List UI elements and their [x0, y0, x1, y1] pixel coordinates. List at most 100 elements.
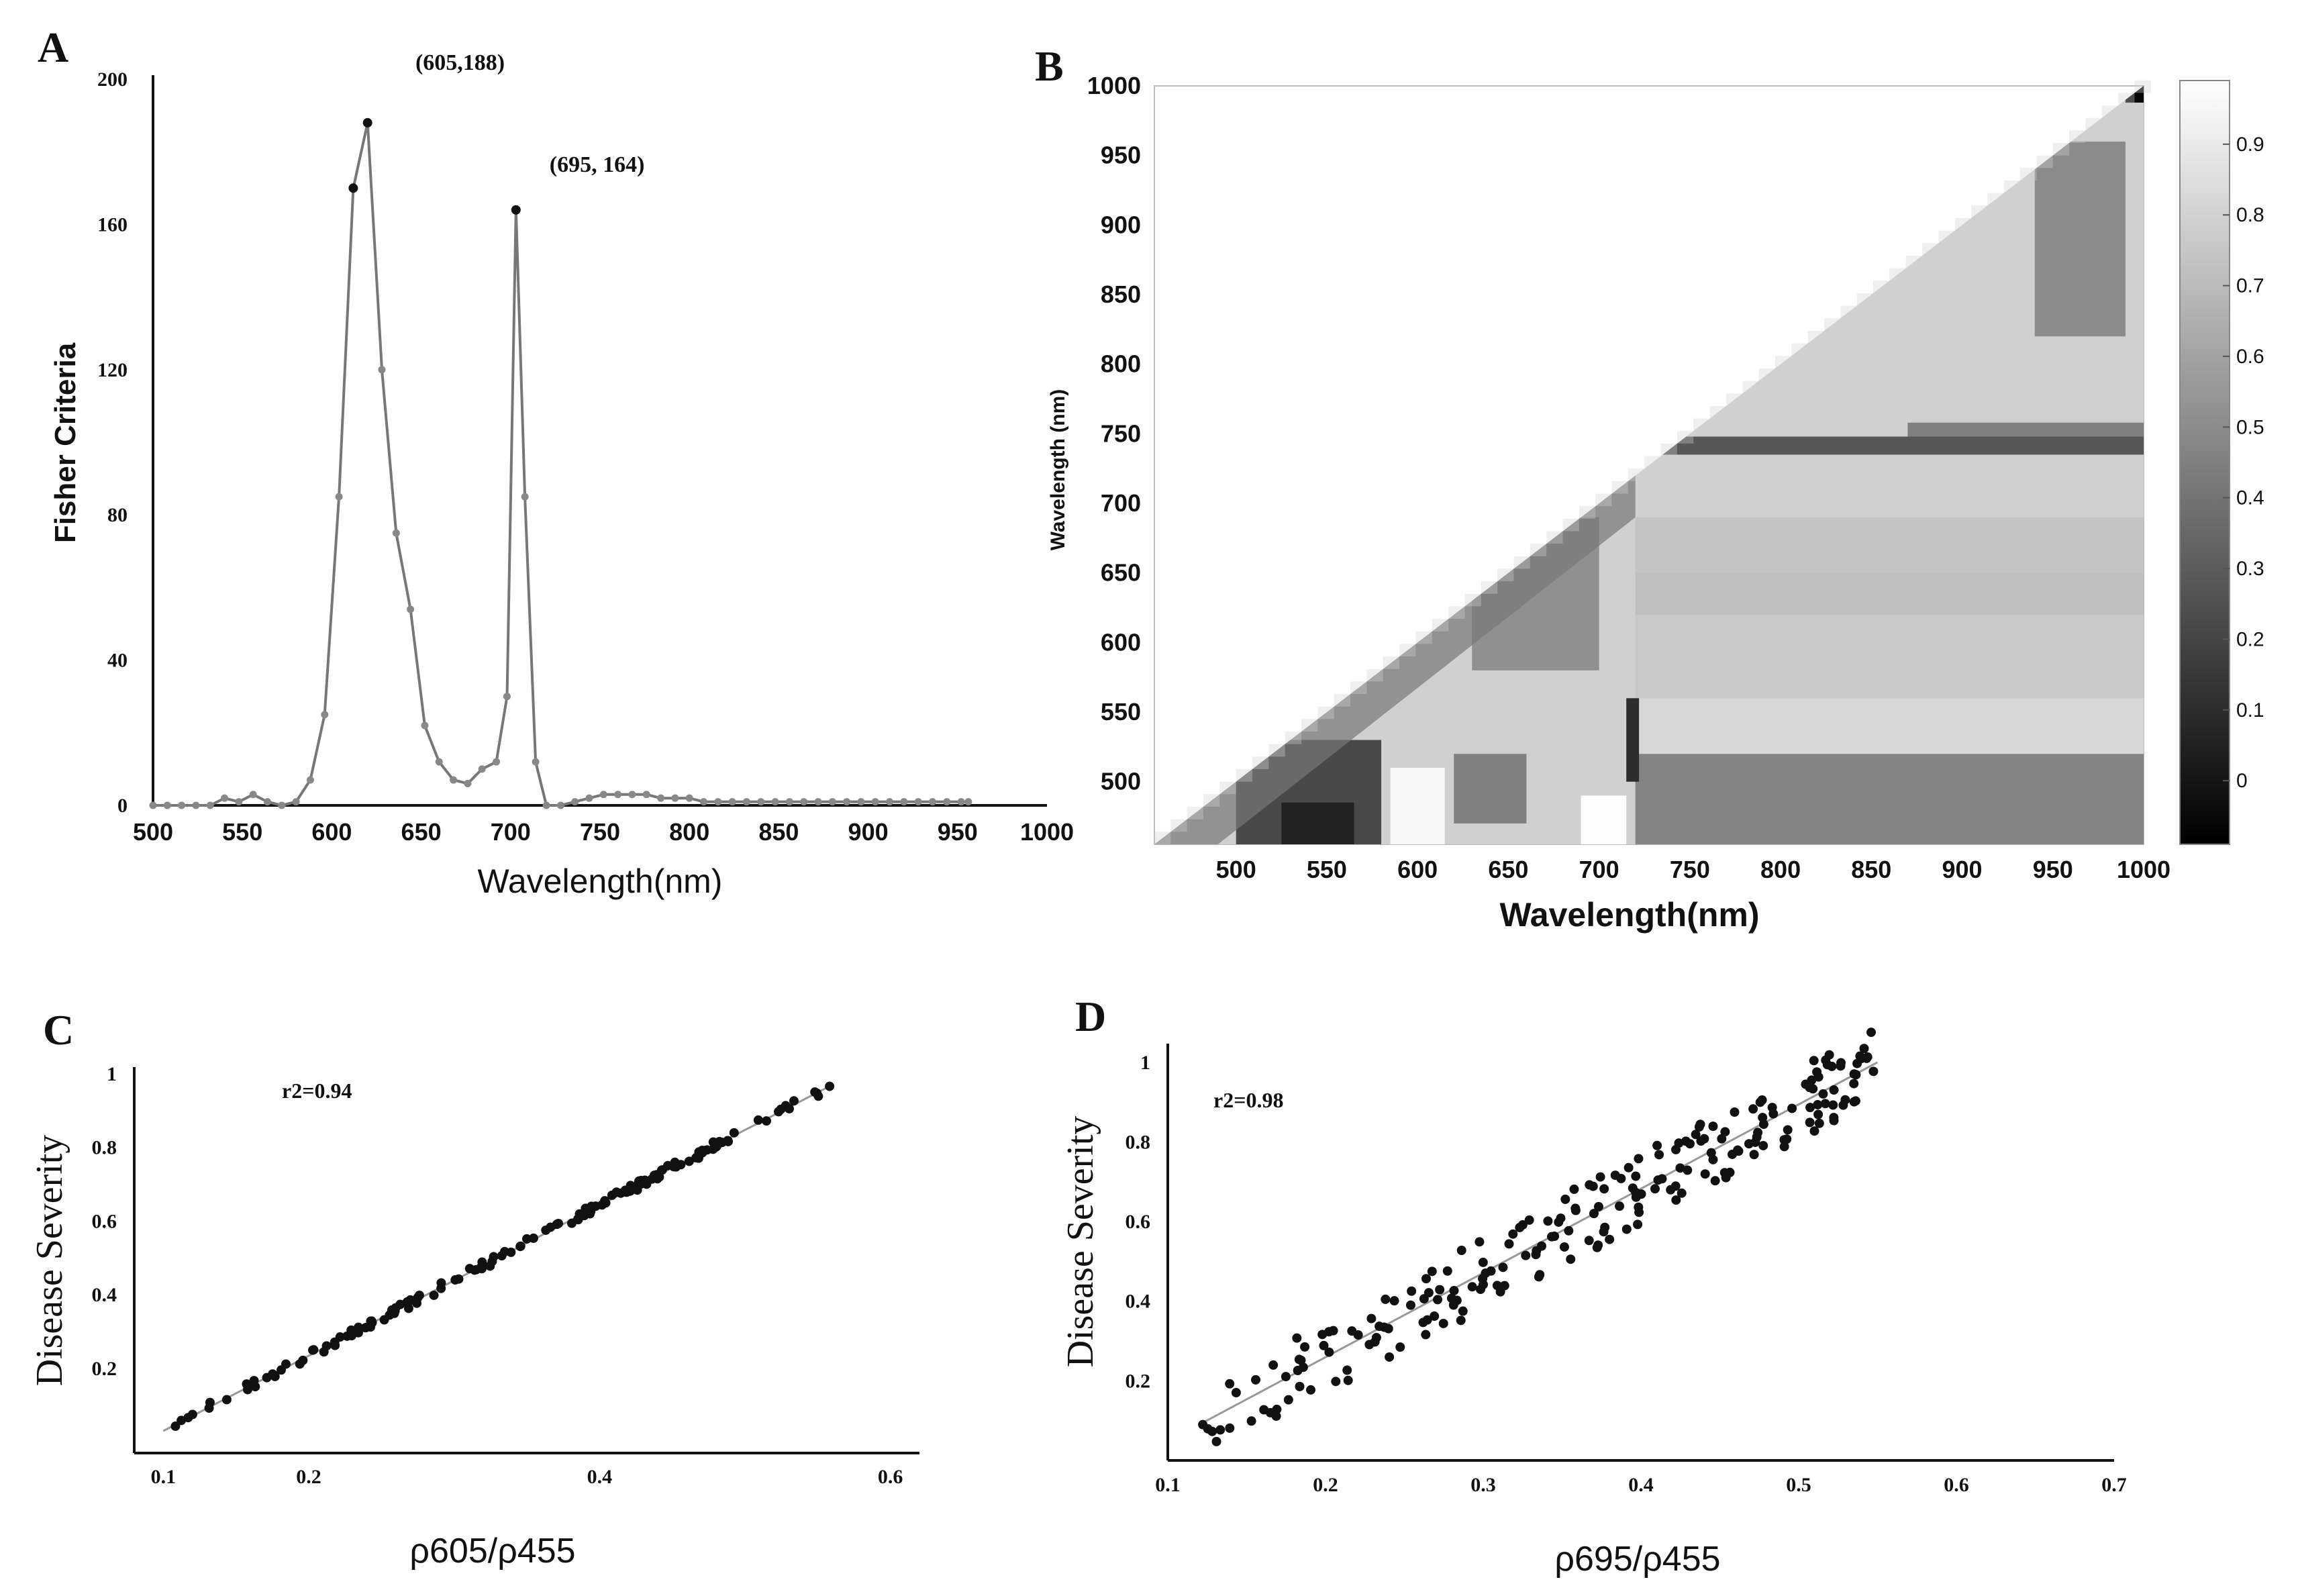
- a-data-point: [407, 605, 415, 613]
- d-data-point: [1725, 1167, 1735, 1177]
- d-data-point: [1343, 1375, 1353, 1385]
- d-x-ticks: 0.1 0.2 0.3 0.4 0.5 0.6 0.7: [1155, 1474, 2127, 1496]
- c-data-point: [546, 1222, 556, 1232]
- a-data-point: [321, 711, 329, 719]
- d-data-point: [1809, 1126, 1819, 1136]
- d-x-tick-label: 0.3: [1470, 1474, 1496, 1496]
- d-x-tick-label: 0.4: [1628, 1474, 1654, 1496]
- c-y-tick-label: 1: [107, 1063, 117, 1085]
- d-data-point: [1246, 1416, 1256, 1426]
- d-data-point: [1849, 1069, 1859, 1079]
- d-data-point: [1211, 1436, 1221, 1446]
- c-data-point: [709, 1138, 719, 1148]
- c-data-point: [784, 1104, 794, 1114]
- d-data-point: [1499, 1281, 1509, 1291]
- c-data-point: [276, 1365, 286, 1375]
- b-staircase-step: [1677, 431, 1694, 444]
- b-heatmap-cell: [1454, 754, 1527, 824]
- b-staircase-step: [1824, 318, 1841, 331]
- a-data-point: [249, 791, 257, 799]
- c-data-point: [403, 1297, 413, 1307]
- a-series-points: [149, 117, 972, 809]
- panel-letter-b: B: [1035, 42, 1064, 90]
- d-data-point: [1521, 1250, 1531, 1260]
- a-data-point: [464, 780, 472, 788]
- c-y-tick-label: 0.6: [92, 1210, 117, 1232]
- d-data-point: [1623, 1162, 1634, 1173]
- b-staircase-step: [1432, 619, 1449, 632]
- d-data-point: [1292, 1333, 1302, 1343]
- b-x-tick-label: 950: [2033, 856, 2073, 883]
- d-data-point: [1283, 1395, 1293, 1405]
- d-data-point: [1300, 1342, 1310, 1352]
- a-y-tick-label: 0: [117, 795, 128, 817]
- a-data-point: [263, 798, 271, 806]
- d-data-point: [1866, 1028, 1877, 1038]
- c-data-point: [615, 1188, 626, 1198]
- d-data-point: [1758, 1140, 1768, 1150]
- d-data-point: [1671, 1144, 1681, 1154]
- b-heatmap-cell: [1635, 754, 2144, 844]
- b-staircase-step: [2020, 168, 2037, 181]
- d-data-point: [1700, 1169, 1710, 1179]
- panel-letter-c: C: [43, 1006, 74, 1054]
- b-colorbar-tick-label: 0.2: [2236, 628, 2264, 650]
- a-y-tick-label: 120: [97, 359, 128, 381]
- b-staircase-step: [2101, 105, 2119, 118]
- b-staircase-step: [1775, 356, 1792, 368]
- d-data-point: [1683, 1165, 1693, 1175]
- a-x-tick-label: 950: [938, 818, 978, 846]
- d-data-point: [1407, 1286, 1417, 1296]
- d-data-point: [1375, 1321, 1385, 1332]
- a-data-point: [785, 798, 793, 806]
- b-staircase-step: [1334, 694, 1351, 707]
- a-data-point: [163, 801, 171, 809]
- b-colorbar-tick-label: 0.8: [2236, 204, 2264, 226]
- a-data-point: [685, 794, 693, 802]
- a-data-point: [192, 801, 200, 809]
- a-x-tick-label: 750: [580, 818, 620, 846]
- d-data-point: [1467, 1282, 1477, 1292]
- a-data-point: [728, 798, 736, 806]
- a-data-point: [206, 801, 214, 809]
- panel-letter-a: A: [38, 23, 68, 71]
- d-data-point: [1475, 1237, 1485, 1247]
- d-data-point: [1435, 1285, 1445, 1295]
- d-data-point: [1456, 1315, 1466, 1326]
- b-staircase-step: [1415, 631, 1432, 644]
- d-data-point: [1805, 1103, 1815, 1113]
- d-data-point: [1710, 1176, 1720, 1186]
- d-y-tick-label: 0.2: [1126, 1370, 1151, 1392]
- b-staircase-step: [1236, 769, 1253, 782]
- d-y-ticks: 0.2 0.4 0.6 0.8 1: [1126, 1052, 1151, 1393]
- d-data-point: [1588, 1181, 1598, 1191]
- b-staircase-step: [1170, 819, 1187, 832]
- c-data-point: [670, 1157, 680, 1167]
- a-y-tick-label: 200: [97, 68, 128, 91]
- d-data-point: [1517, 1219, 1528, 1230]
- d-data-point: [1695, 1119, 1705, 1130]
- d-r-squared: r2=0.98: [1213, 1088, 1283, 1112]
- d-data-point: [1251, 1375, 1261, 1385]
- a-data-point: [614, 791, 622, 799]
- c-data-point: [506, 1247, 516, 1257]
- b-x-tick-label: 900: [1942, 856, 1983, 883]
- a-x-tick-label: 850: [758, 818, 799, 846]
- d-y-tick-label: 1: [1140, 1052, 1150, 1074]
- b-staircase-step: [1987, 193, 2004, 206]
- d-data-point: [1319, 1340, 1329, 1350]
- c-data-point: [187, 1409, 197, 1419]
- d-data-point: [1670, 1181, 1681, 1191]
- d-data-point: [1418, 1317, 1428, 1328]
- c-x-tick-label: 0.2: [296, 1466, 321, 1488]
- a-y-tick-label: 160: [97, 213, 128, 236]
- a-data-point: [742, 798, 750, 806]
- d-data-point: [1433, 1295, 1443, 1305]
- a-peak-annotation-2: (695, 164): [550, 152, 645, 177]
- d-data-point: [1734, 1146, 1744, 1156]
- c-data-point: [729, 1128, 739, 1138]
- b-heatmap-cell: [1390, 767, 1445, 844]
- b-heatmap-cell: [1635, 517, 2144, 573]
- d-x-tick-label: 0.5: [1786, 1474, 1811, 1496]
